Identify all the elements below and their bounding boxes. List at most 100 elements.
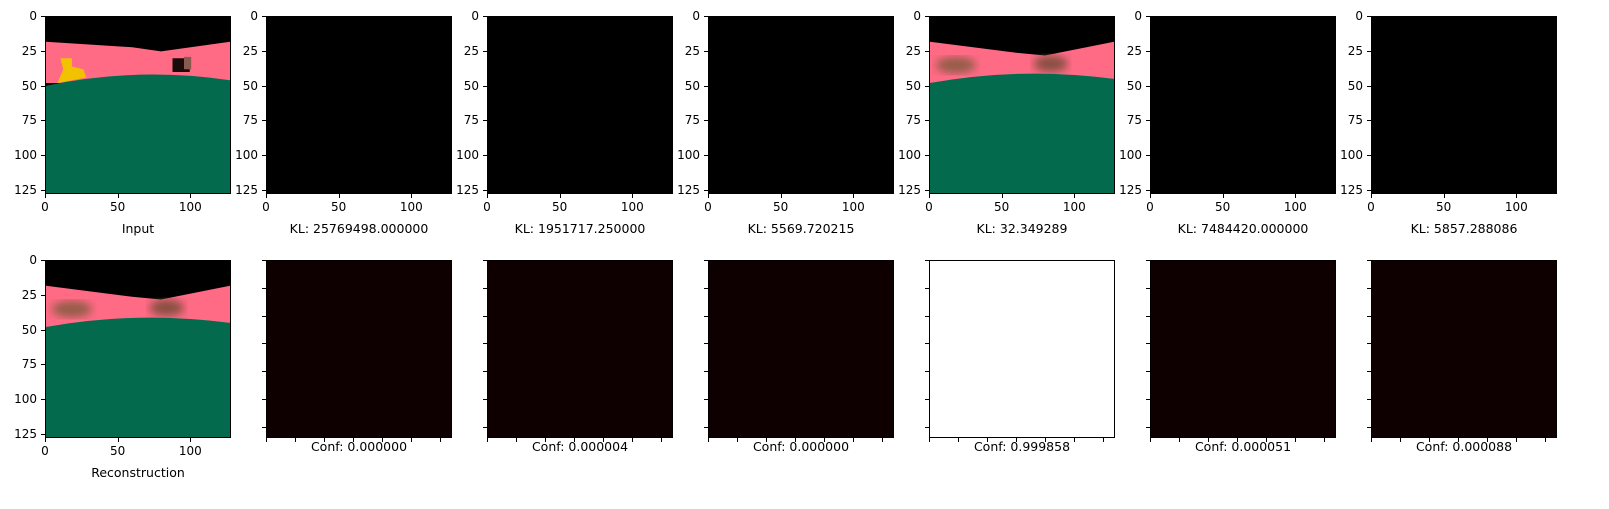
y-tick <box>925 50 929 52</box>
y-tick <box>704 315 708 317</box>
x-tick-label: 100 <box>1283 200 1307 214</box>
y-tick <box>925 120 929 122</box>
y-tick <box>1146 399 1150 401</box>
y-tick <box>704 426 708 428</box>
y-tick <box>1367 426 1371 428</box>
y-tick-label: 25 <box>1126 43 1142 58</box>
y-tick <box>1146 260 1150 261</box>
y-tick <box>41 364 45 366</box>
y-tick <box>41 189 45 191</box>
x-tick <box>574 438 576 442</box>
y-tick <box>41 85 45 87</box>
x-tick-label: 50 <box>110 444 126 458</box>
x-tick <box>708 438 709 442</box>
y-tick <box>483 120 487 122</box>
y-tick <box>1367 85 1371 87</box>
x-tick <box>987 438 989 442</box>
x-tick <box>516 438 518 442</box>
x-tick <box>411 438 413 442</box>
x-tick <box>1295 194 1297 198</box>
y-tick <box>1146 189 1150 191</box>
x-tick-label: 0 <box>925 200 933 214</box>
y-tick <box>925 371 929 373</box>
top-panel-5 <box>1150 16 1336 194</box>
x-tick <box>929 194 930 198</box>
y-tick <box>1367 343 1371 345</box>
x-tick <box>266 194 267 198</box>
y-tick-label: 75 <box>684 113 700 128</box>
x-tick <box>440 438 442 442</box>
x-tick-label: 50 <box>552 200 568 214</box>
y-tick-label: 25 <box>21 287 37 302</box>
bottom-panel-6 <box>1371 260 1557 438</box>
kl-caption: KL: 5569.720215 <box>747 221 855 236</box>
y-tick <box>483 260 487 261</box>
y-tick <box>262 399 266 401</box>
y-tick <box>262 189 266 191</box>
y-tick-label: 75 <box>21 113 37 128</box>
x-tick <box>117 438 119 442</box>
conf-caption: Reconstruction <box>91 465 185 480</box>
x-tick <box>190 194 192 198</box>
y-tick-label: 100 <box>898 148 921 163</box>
y-tick <box>262 85 266 87</box>
y-tick-label: 25 <box>905 43 921 58</box>
y-tick-label: 50 <box>1126 78 1142 93</box>
y-tick-label: 0 <box>29 9 37 23</box>
x-tick <box>1208 438 1210 442</box>
kl-caption: KL: 32.349289 <box>976 221 1068 236</box>
x-tick <box>487 194 488 198</box>
x-tick-label: 100 <box>1504 200 1528 214</box>
x-tick <box>603 438 605 442</box>
x-tick <box>929 438 930 442</box>
y-tick <box>1367 189 1371 191</box>
y-tick-label: 75 <box>242 113 258 128</box>
y-tick <box>483 50 487 52</box>
x-tick <box>117 194 119 198</box>
y-tick <box>262 155 266 157</box>
y-tick <box>483 189 487 191</box>
x-tick <box>382 438 384 442</box>
y-tick <box>1367 371 1371 373</box>
y-tick <box>1146 287 1150 289</box>
y-tick-label: 0 <box>29 253 37 267</box>
y-tick <box>483 85 487 87</box>
y-tick <box>704 120 708 122</box>
y-tick <box>925 189 929 191</box>
y-tick <box>1146 426 1150 428</box>
x-tick-label: 100 <box>620 200 644 214</box>
x-tick <box>1266 438 1268 442</box>
y-tick <box>1367 260 1371 261</box>
x-tick <box>1074 194 1076 198</box>
y-tick <box>704 155 708 157</box>
y-tick-label: 100 <box>456 148 479 163</box>
x-tick-label: 0 <box>1146 200 1154 214</box>
y-tick <box>925 399 929 401</box>
x-tick <box>1458 438 1460 442</box>
y-tick <box>41 120 45 122</box>
y-tick <box>704 287 708 289</box>
x-tick <box>766 438 768 442</box>
x-tick <box>824 438 826 442</box>
x-tick <box>545 438 547 442</box>
y-tick <box>1146 371 1150 373</box>
y-tick <box>1367 120 1371 122</box>
y-tick-label: 50 <box>21 78 37 93</box>
x-tick <box>1443 194 1445 198</box>
top-panel-3 <box>708 16 894 194</box>
top-panel-6 <box>1371 16 1557 194</box>
x-tick <box>1516 438 1518 442</box>
y-tick <box>262 260 266 261</box>
x-tick <box>45 438 46 442</box>
conf-caption: Conf: 0.000000 <box>310 439 408 454</box>
y-tick-label: 50 <box>463 78 479 93</box>
y-tick-label: 125 <box>235 182 258 197</box>
y-tick-label: 0 <box>1134 9 1142 23</box>
x-tick <box>1324 438 1326 442</box>
x-tick <box>1074 438 1076 442</box>
x-tick <box>190 438 192 442</box>
x-tick-label: 100 <box>841 200 865 214</box>
y-tick-label: 50 <box>905 78 921 93</box>
y-tick <box>1367 287 1371 289</box>
y-tick <box>262 426 266 428</box>
